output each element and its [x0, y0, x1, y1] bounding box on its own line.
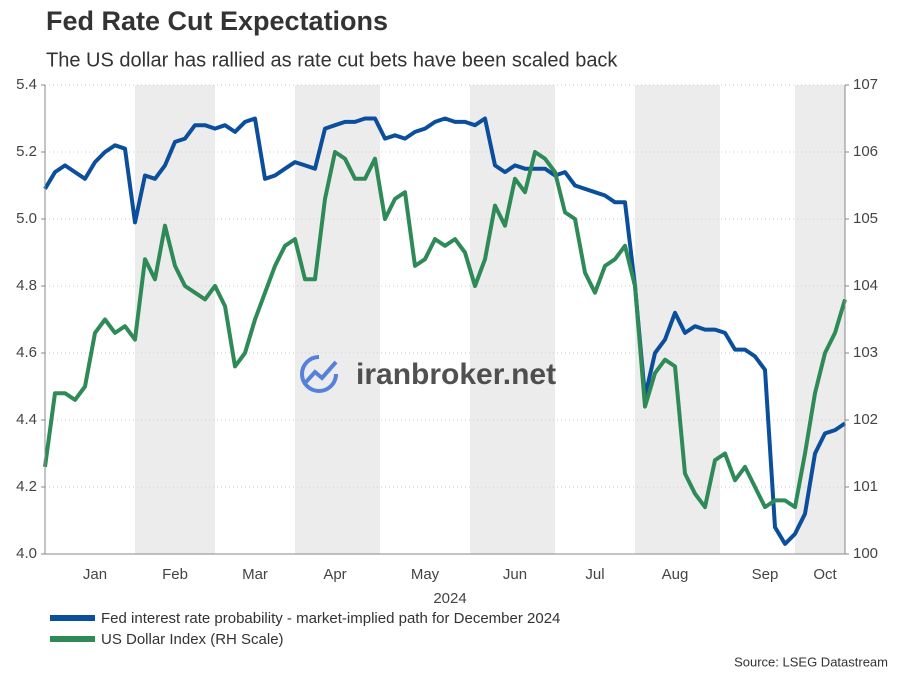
watermark-icon-arrow — [304, 360, 338, 384]
axes: Jan Feb Mar Apr May Jun Jul Aug Sep Oct 4.0 4.2 4.4 4… — [16, 76, 878, 583]
y-tick-label: 4.0 — [16, 545, 37, 562]
watermark-text: iranbroker.net — [356, 358, 556, 391]
month-band — [295, 85, 380, 554]
x-tick-label: Oct — [813, 566, 837, 583]
y2-tick-label: 104 — [853, 277, 878, 294]
y-tick-label: 4.4 — [16, 411, 37, 428]
x-tick-label: May — [411, 566, 440, 583]
y-tick-label: 4.2 — [16, 478, 37, 495]
y2-tick-label: 105 — [853, 210, 878, 227]
x-tick-label: Sep — [752, 566, 779, 583]
y-tick-label: 5.0 — [16, 210, 37, 227]
y-tick-label: 4.8 — [16, 277, 37, 294]
legend-label: US Dollar Index (RH Scale) — [101, 631, 284, 648]
y-tick-label: 5.2 — [16, 143, 37, 160]
watermark: iranbroker.net — [300, 355, 556, 393]
legend-label: Fed interest rate probability - market-i… — [101, 610, 560, 627]
y-tick-label: 5.4 — [16, 76, 37, 93]
month-band — [470, 85, 555, 554]
x-axis-label: 2024 — [433, 590, 466, 607]
y2-tick-label: 101 — [853, 478, 878, 495]
x-tick-label: Jun — [503, 566, 527, 583]
month-bands — [135, 85, 845, 554]
series-line — [43, 150, 847, 510]
source-note: Source: LSEG Datastream — [734, 654, 888, 669]
x-tick-label: Aug — [662, 566, 689, 583]
y2-tick-label: 100 — [853, 545, 878, 562]
y2-tick-label: 107 — [853, 76, 878, 93]
y-tick-label: 4.6 — [16, 344, 37, 361]
watermark-icon — [300, 355, 338, 393]
chart-subtitle: The US dollar has rallied as rate cut be… — [46, 49, 618, 71]
y2-tick-label: 102 — [853, 411, 878, 428]
x-tick-label: Jul — [585, 566, 604, 583]
x-tick-label: Apr — [323, 566, 346, 583]
x-tick-label: Feb — [162, 566, 188, 583]
x-tick-label: Jan — [83, 566, 107, 583]
lines — [43, 116, 847, 546]
chart-title: Fed Rate Cut Expectations — [46, 6, 388, 36]
x-tick-label: Mar — [242, 566, 268, 583]
series-line — [43, 116, 847, 546]
y2-tick-label: 106 — [853, 143, 878, 160]
y2-tick-label: 103 — [853, 344, 878, 361]
month-band — [135, 85, 215, 554]
month-band — [795, 85, 845, 554]
